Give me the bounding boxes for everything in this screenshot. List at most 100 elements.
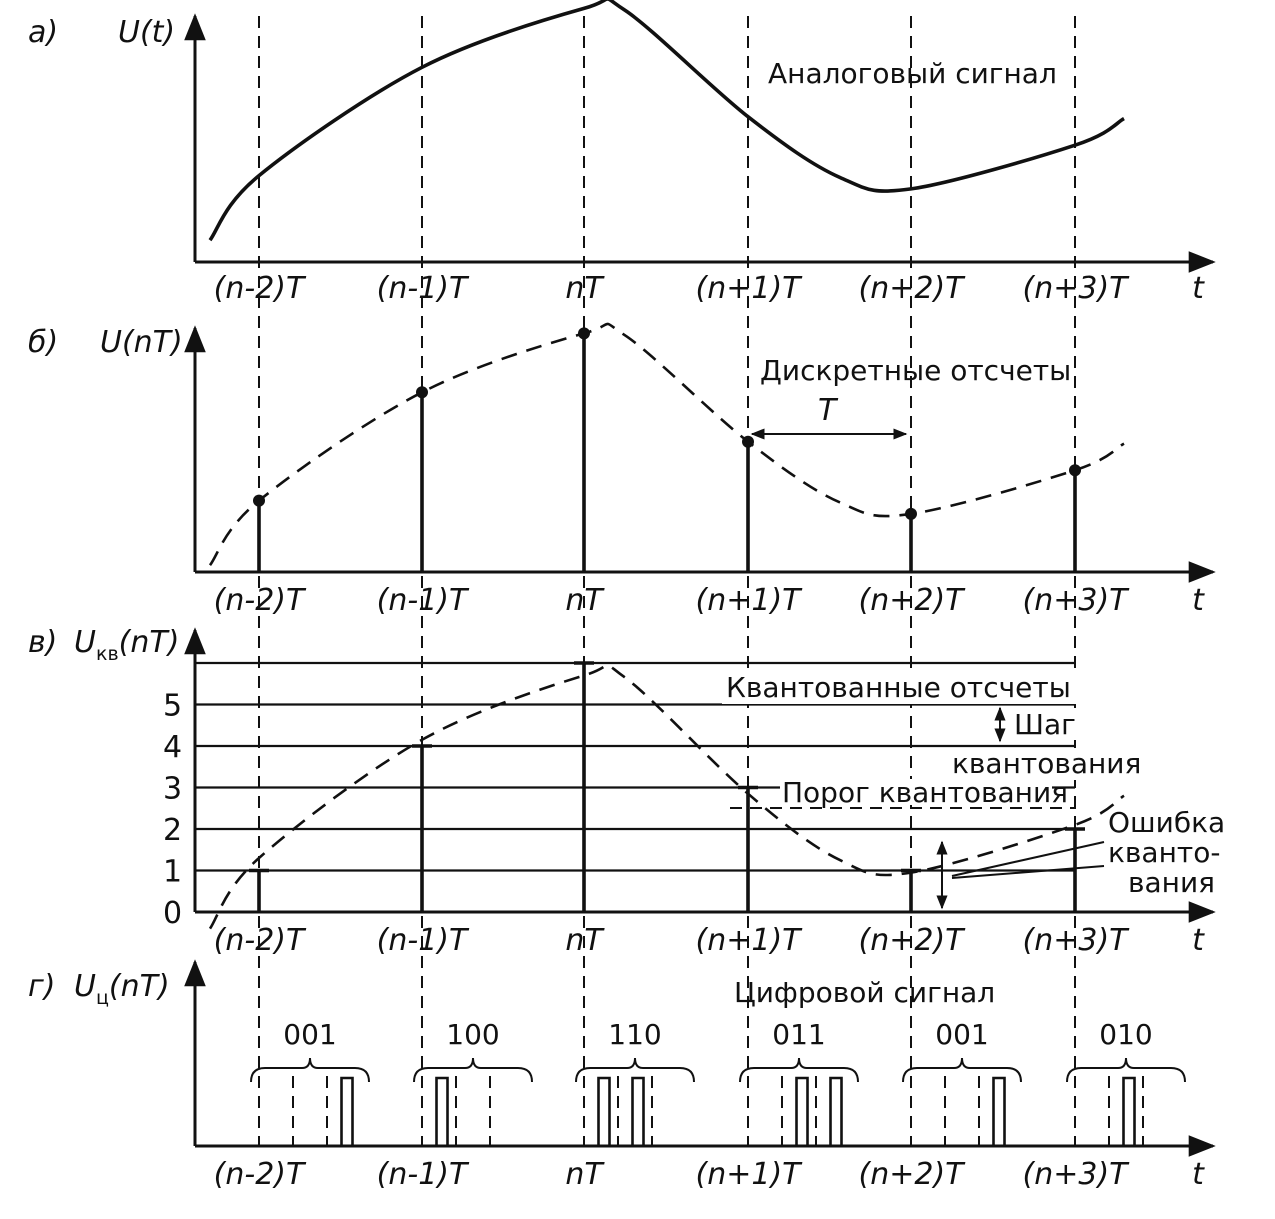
code-word-5: 010 (1066, 1018, 1186, 1146)
analog-signal-curve (208, 0, 1125, 242)
time-tick-label: nT (565, 923, 605, 958)
code-brace (413, 1057, 533, 1083)
time-tick-label: (n+2)T (859, 583, 967, 618)
sample-dot-5 (1069, 464, 1081, 477)
level-label-3: 3 (163, 772, 182, 807)
code-label-0: 001 (283, 1018, 336, 1051)
sample-dot-1 (416, 386, 428, 399)
code-label-4: 001 (935, 1018, 988, 1051)
panel-b-letter: б) (28, 325, 58, 360)
panel-d-digital: г) Uц(nT) Цифровой сигнал 001 100 110 011 00… (28, 959, 1216, 1192)
panel-c-letter: в) (28, 625, 57, 660)
time-tick-label: (n-1)T (377, 923, 470, 958)
time-tick-label: (n+1)T (696, 583, 804, 618)
code-brace (1066, 1057, 1186, 1083)
panel-c-time-ticks: (n-2)T (n-1)T nT (n+1)T (n+2)T (n+3)T t (214, 923, 1205, 958)
code-word-1: 100 (413, 1018, 533, 1146)
panel-a-letter: а) (28, 15, 58, 50)
sample-dot-3 (742, 435, 754, 448)
time-tick-label: (n-1)T (377, 583, 470, 618)
code-word-3: 011 (739, 1018, 859, 1146)
time-tick-label: (n+2)T (859, 1157, 967, 1192)
code-word-4: 001 (902, 1018, 1022, 1146)
level-label-2: 2 (163, 813, 182, 848)
panel-d-y-label: Uц(nT) (74, 969, 170, 1009)
time-axis-label: t (1192, 583, 1205, 618)
code-brace (902, 1057, 1022, 1083)
analog-envelope-dashed (208, 322, 1125, 566)
time-tick-label: nT (565, 271, 605, 306)
panel-a-analog: а) U(t) Аналоговый сигнал (n-2)T (n-1)T nT… (28, 0, 1216, 306)
code-label-5: 010 (1099, 1018, 1152, 1051)
panel-a-y-label: U(t) (118, 15, 175, 50)
panel-b-caption: Дискретные отсчеты (760, 354, 1071, 387)
code-brace (739, 1057, 859, 1083)
time-tick-label: (n+3)T (1023, 1157, 1131, 1192)
sample-dot-2 (578, 327, 590, 340)
panel-d-time-ticks: (n-2)T (n-1)T nT (n+1)T (n+2)T (n+3)T t (214, 1157, 1205, 1192)
sample-dot-4 (905, 507, 917, 520)
time-tick-label: (n+1)T (696, 923, 804, 958)
code-label-3: 011 (772, 1018, 825, 1051)
time-tick-label: (n+3)T (1023, 271, 1131, 306)
bit-pulse (631, 1076, 645, 1146)
time-tick-label: nT (565, 583, 605, 618)
code-brace (250, 1057, 370, 1083)
time-tick-label: (n+2)T (859, 271, 967, 306)
panel-b-discrete: б) U(nT) Дискретные отсчеты T (n-2)T (n-1… (28, 322, 1216, 618)
level-label-4: 4 (163, 730, 182, 765)
threshold-label: Порог квантования (782, 776, 1068, 809)
time-tick-label: (n-1)T (377, 1157, 470, 1192)
time-tick-label: nT (565, 1157, 605, 1192)
time-tick-label: (n-2)T (214, 583, 307, 618)
level-label-1: 1 (163, 855, 182, 890)
digital-code-words: 001 100 110 011 001 010 (250, 1018, 1186, 1146)
time-tick-label: (n-2)T (214, 923, 307, 958)
time-tick-label: (n-2)T (214, 271, 307, 306)
time-tick-label: (n-1)T (377, 271, 470, 306)
bit-pulse (992, 1076, 1006, 1146)
quant-error-label-3: вания (1128, 866, 1215, 899)
bit-pulse (829, 1076, 843, 1146)
bit-pulse (435, 1076, 449, 1146)
panel-b-y-label: U(nT) (100, 325, 183, 360)
level-label-0: 0 (163, 896, 182, 931)
code-brace (575, 1057, 695, 1083)
panel-d-letter: г) (28, 969, 55, 1004)
bit-pulse (340, 1076, 354, 1146)
bit-pulse (1122, 1076, 1136, 1146)
time-axis-label: t (1192, 271, 1205, 306)
panel-c-caption: Квантованные отсчеты (726, 671, 1071, 704)
code-label-2: 110 (608, 1018, 661, 1051)
code-word-2: 110 (575, 1018, 695, 1146)
period-label: T (818, 393, 839, 428)
time-tick-label: (n+3)T (1023, 583, 1131, 618)
time-axis-label: t (1192, 1157, 1205, 1192)
panel-c-y-label: Uкв(nT) (74, 625, 179, 665)
code-label-1: 100 (446, 1018, 499, 1051)
time-tick-label: (n+1)T (696, 1157, 804, 1192)
time-tick-label: (n+1)T (696, 271, 804, 306)
quant-error-label-2: кванто- (1108, 836, 1220, 869)
panel-b-time-ticks: (n-2)T (n-1)T nT (n+1)T (n+2)T (n+3)T t (214, 583, 1205, 618)
quantized-samples (249, 661, 1085, 912)
sample-dot-0 (253, 494, 265, 507)
panel-a-caption: Аналоговый сигнал (768, 57, 1057, 90)
panel-d-caption: Цифровой сигнал (734, 976, 995, 1009)
analog-envelope-dashed-c (208, 663, 1125, 930)
panel-a-time-ticks: (n-2)T (n-1)T nT (n+1)T (n+2)T (n+3)T t (214, 271, 1205, 306)
code-word-0: 001 (250, 1018, 370, 1146)
level-labels: 0 1 2 3 4 5 (163, 689, 182, 932)
time-axis-label: t (1192, 923, 1205, 958)
time-tick-label: (n+3)T (1023, 923, 1131, 958)
panel-c-quantized: в) Uкв(nT) Квантованные отсчеты Шаг кван… (28, 625, 1225, 958)
bit-pulse (597, 1076, 611, 1146)
level-label-5: 5 (163, 689, 182, 724)
discrete-samples (253, 327, 1081, 572)
quant-step-label-1: Шаг (1014, 708, 1076, 741)
time-tick-label: (n-2)T (214, 1157, 307, 1192)
bit-pulse (795, 1076, 809, 1146)
time-tick-label: (n+2)T (859, 923, 967, 958)
sample-time-guides (258, 16, 1076, 1146)
